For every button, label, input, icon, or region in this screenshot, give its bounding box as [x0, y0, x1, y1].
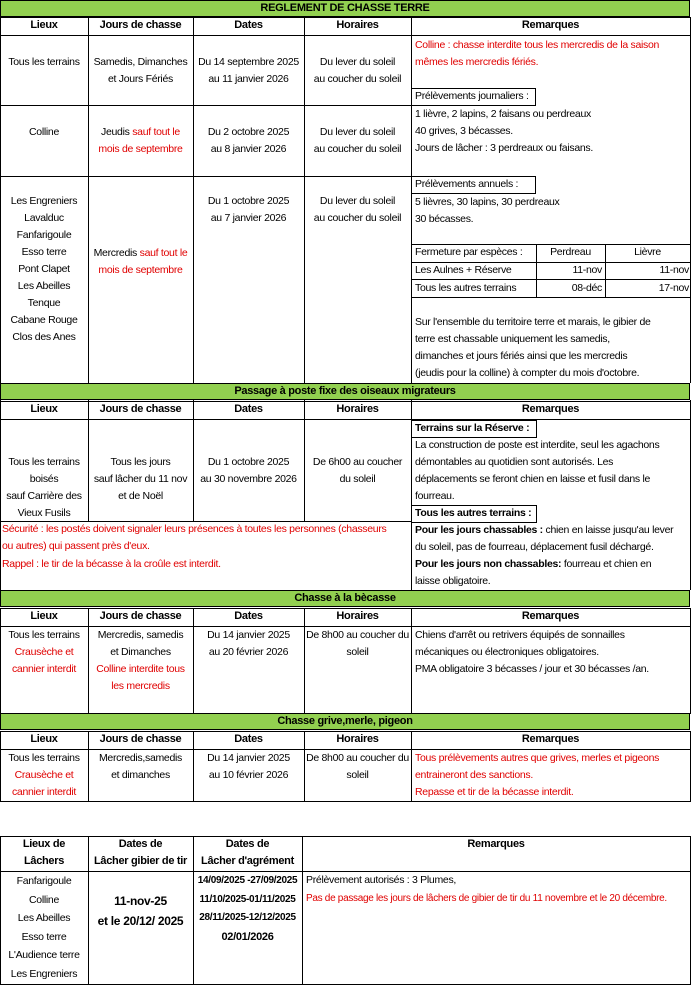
s3-header-lieux: Lieux [30, 610, 58, 622]
s4-remarques: Tous prélèvements autres que grives, mer… [415, 752, 660, 798]
s2-rem-reserve: La construction de poste est interdite, … [415, 439, 660, 502]
section-title-passage-migrateurs: Passage à poste fixe des oiseaux migrate… [0, 383, 690, 400]
s2-lieux: Tous les terrains boisés sauf Carrière des… [6, 456, 82, 519]
remarque-ensemble-territoire: Sur l'ensemble du territoire terre et ma… [415, 316, 651, 379]
row3-lieux: Les Engreniers Lavalduc Fanfarigoule Esso … [10, 195, 78, 343]
s4-jours: Mercredis,samedis et dimanches [98, 752, 182, 781]
s3-jours: Mercredis, samedis et Dimanches Colline in… [96, 629, 185, 692]
prelevements-journaliers: 1 lièvre, 2 lapins, 2 faisans ou perdrea… [415, 108, 593, 154]
s2-securite: Sécurité : les postés doivent signaler l… [2, 523, 387, 552]
row1-remarque-colline: Colline : chasse interdite tous les merc… [415, 39, 660, 68]
s4-dates: Du 14 janvier 2025 au 10 février 2026 [207, 752, 290, 781]
s5-rem-pas-de-passage: Pas de passage les jours de lâchers de g… [306, 893, 667, 904]
s5-header-remarques: Remarques [467, 838, 525, 850]
s2-rem-autres-title: Tous les autres terrains : [415, 507, 532, 519]
s2-header-dates: Dates [234, 403, 263, 415]
fermeture-label: Fermeture par espèces : [415, 246, 523, 258]
header-jours: Jours de chasse [99, 19, 182, 31]
s5-lieux: Fanfarigoule Colline Les Abeilles Esso ter… [8, 875, 80, 980]
header-dates: Dates [234, 19, 263, 31]
s2-header-jours: Jours de chasse [99, 403, 182, 415]
s4-lieux: Tous les terrains Crausèche et cannier int… [8, 752, 80, 798]
row1-dates: Du 14 septembre 2025 au 11 janvier 2026 [198, 56, 299, 85]
header-horaires: Horaires [336, 19, 379, 31]
s5-header-tir: Dates de Lâcher gibier de tir [93, 838, 188, 867]
s5-header-lieux: Lieux de Lâchers [22, 838, 66, 867]
s3-dates: Du 14 janvier 2025 au 20 février 2026 [207, 629, 290, 658]
fermeture-col-perdreau: Perdreau [550, 246, 591, 258]
fermeture-row1-lievre: 11-nov [659, 264, 689, 276]
s3-horaires: De 8h00 au coucher du soleil [306, 629, 409, 658]
fermeture-row2-lievre: 17-nov [658, 282, 690, 294]
fermeture-row1-perdreau: 11-nov [572, 264, 602, 276]
fermeture-row2-perdreau: 08-déc [571, 282, 603, 294]
s2-rem-reserve-title: Terrains sur la Réserve : [415, 422, 530, 434]
section-title-becasse: Chasse à la bècasse [0, 590, 690, 607]
prelevements-annuels: 5 lièvres, 30 lapins, 30 perdreaux 30 béc… [415, 196, 560, 225]
row1-horaires: Du lever du soleil au coucher du soleil [313, 56, 402, 85]
s4-header-horaires: Horaires [336, 733, 379, 745]
row3-jours: Mercredis sauf tout le mois de septembre [93, 247, 188, 276]
s4-horaires: De 8h00 au coucher du soleil [306, 752, 409, 781]
fermeture-col-lievre: Lièvre [634, 246, 661, 258]
row3-dates: Du 1 octobre 2025 au 7 janvier 2026 [207, 195, 290, 224]
s3-lieux: Tous les terrains Crausèche et cannier int… [8, 629, 80, 675]
s4-header-remarques: Remarques [521, 733, 580, 745]
section-title-grive-merle-pigeon: Chasse grive,merle, pigeon [0, 713, 690, 730]
row2-lieux: Colline [29, 126, 59, 138]
row3-horaires: Du lever du soleil au coucher du soleil [313, 195, 402, 224]
s2-rappel: Rappel : le tir de la bécasse à la croûl… [2, 558, 221, 570]
s2-horaires: De 6h00 au coucher du soleil [312, 456, 403, 485]
s2-rem-jours-non-chassables: Pour les jours non chassables: fourreau … [415, 558, 652, 587]
s2-dates: Du 1 octobre 2025 au 30 novembre 2026 [200, 456, 297, 485]
row2-dates: Du 2 octobre 2025 au 8 janvier 2026 [207, 126, 290, 155]
fermeture-row2-label: Tous les autres terrains [415, 282, 517, 294]
s3-header-horaires: Horaires [336, 610, 379, 622]
s2-rem-jours-chassables: Pour les jours chassables : chien en lai… [415, 524, 674, 553]
prelevements-annuels-title: Prélèvements annuels : [415, 178, 519, 190]
section-title-chasse-terre: REGLEMENT DE CHASSE TERRE [0, 0, 690, 17]
s4-header-lieux: Lieux [30, 733, 58, 745]
header-lieux: Lieux [30, 19, 58, 31]
s3-remarques: Chiens d'arrêt ou retrivers équipés de s… [415, 629, 649, 675]
row1-jours: Samedis, Dimanches et Jours Fériés [93, 56, 188, 85]
s5-rem-prelevement: Prélèvement autorisés : 3 Plumes, [306, 874, 457, 886]
s2-jours: Tous les jours sauf lâcher du 11 nov et de… [93, 456, 188, 502]
s5-lacher-tir: 11-nov-25 et le 20/12/ 2025 [97, 894, 184, 928]
s2-header-remarques: Remarques [521, 403, 580, 415]
row2-horaires: Du lever du soleil au coucher du soleil [313, 126, 402, 155]
row1-lieux: Tous les terrains [8, 56, 80, 68]
s4-header-dates: Dates [234, 733, 263, 745]
s2-header-horaires: Horaires [336, 403, 379, 415]
header-remarques: Remarques [521, 19, 580, 31]
fermeture-row1-label: Les Aulnes + Réserve [415, 264, 512, 276]
s5-lacher-agrement: 14/09/2025 -27/09/2025 11/10/2025-01/11/2… [197, 875, 298, 943]
s4-header-jours: Jours de chasse [99, 733, 182, 745]
s3-header-dates: Dates [234, 610, 263, 622]
prelevements-journaliers-title: Prélèvements journaliers : [415, 90, 529, 102]
s3-header-jours: Jours de chasse [99, 610, 182, 622]
row2-jours: Jeudis sauf tout le mois de septembre [98, 126, 183, 155]
s3-header-remarques: Remarques [521, 610, 580, 622]
s5-header-agrement: Dates de Lâcher d'agrément [201, 838, 294, 867]
s2-header-lieux: Lieux [30, 403, 58, 415]
